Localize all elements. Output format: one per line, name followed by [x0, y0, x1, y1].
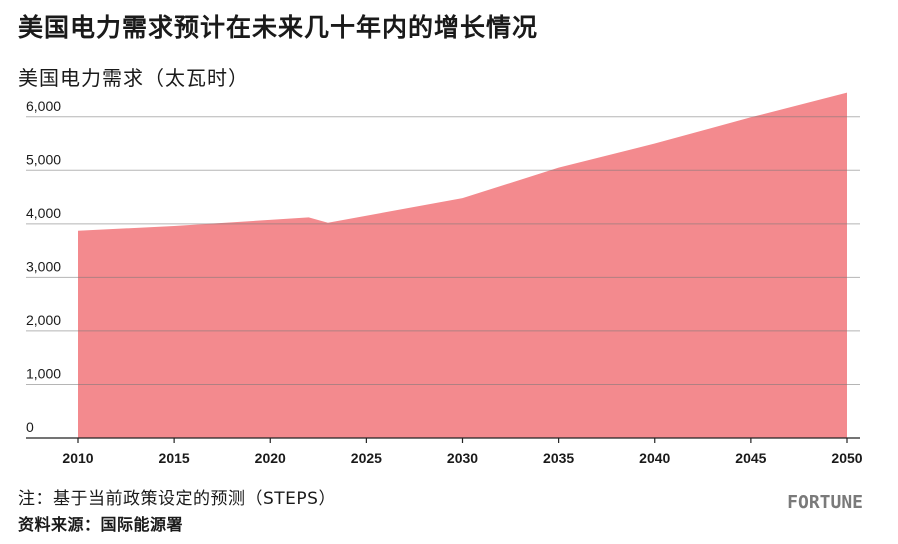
y-tick-label: 1,000 — [26, 365, 61, 381]
x-tick-label: 2010 — [62, 450, 93, 466]
x-tick-label: 2015 — [159, 450, 190, 466]
area-chart: 0 1,000 2,000 3,000 4,000 5,000 6,000 2010 2015 2… — [26, 92, 863, 466]
footnote: 注：基于当前政策设定的预测（STEPS） — [18, 489, 336, 509]
y-tick-label: 4,000 — [26, 205, 61, 221]
x-tick-label: 2040 — [639, 450, 670, 466]
y-tick-label: 6,000 — [26, 98, 61, 114]
y-tick-label: 0 — [26, 419, 34, 435]
x-tick-label: 2025 — [351, 450, 382, 466]
y-tick-label: 5,000 — [26, 151, 61, 167]
chart-title: 美国电力需求预计在未来几十年内的增长情况 — [18, 13, 539, 42]
fortune-logo: FORTUNE — [787, 492, 863, 513]
y-tick-label: 2,000 — [26, 312, 61, 328]
x-tick-label: 2030 — [447, 450, 478, 466]
area-series — [78, 92, 847, 438]
y-axis-label: 美国电力需求（太瓦时） — [18, 66, 249, 90]
x-tick-label: 2045 — [735, 450, 766, 466]
source-note: 资料来源：国际能源署 — [18, 515, 184, 534]
x-tick-label: 2050 — [831, 450, 862, 466]
x-tick-label: 2035 — [543, 450, 574, 466]
y-tick-label: 3,000 — [26, 258, 61, 274]
x-tick-label: 2020 — [255, 450, 286, 466]
